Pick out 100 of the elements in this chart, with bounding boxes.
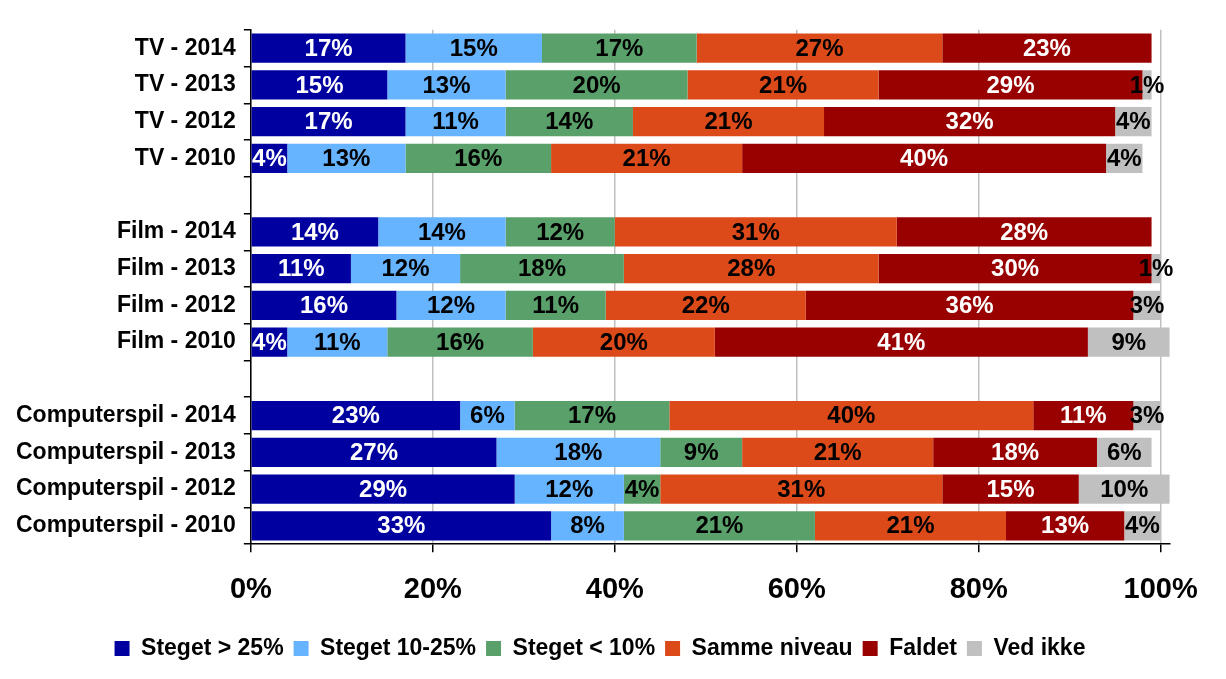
bar bbox=[251, 33, 406, 63]
bar bbox=[378, 217, 506, 247]
bar bbox=[251, 437, 497, 468]
bar bbox=[387, 327, 533, 357]
data-label: 32% bbox=[945, 107, 994, 135]
legend-label: Samme niveau bbox=[691, 633, 853, 660]
data-label: 12% bbox=[536, 217, 585, 245]
bar bbox=[742, 437, 934, 468]
y-tick-label: TV - 2013 bbox=[134, 70, 236, 97]
bar bbox=[623, 511, 815, 541]
data-label: 40% bbox=[900, 144, 949, 172]
data-label: 4% bbox=[252, 327, 287, 355]
y-tick-label: Computerspil - 2010 bbox=[15, 511, 236, 538]
bar bbox=[824, 106, 1116, 137]
data-label: 12% bbox=[545, 474, 594, 502]
bar bbox=[714, 327, 1088, 357]
bar bbox=[251, 474, 515, 504]
data-label: 11% bbox=[532, 291, 579, 318]
y-tick-label: Computerspil - 2013 bbox=[15, 437, 236, 464]
y-tick-label: Computerspil - 2014 bbox=[15, 400, 237, 427]
bar bbox=[660, 474, 943, 504]
data-label: 18% bbox=[991, 437, 1040, 465]
data-label: 12% bbox=[426, 291, 476, 318]
bar bbox=[605, 290, 806, 321]
data-label: 21% bbox=[704, 107, 753, 135]
data-label: 11% bbox=[277, 254, 325, 282]
bar bbox=[814, 511, 1006, 541]
x-tick-label: 0% bbox=[229, 571, 272, 604]
bar bbox=[696, 33, 943, 63]
y-tick-label: Film - 2012 bbox=[116, 290, 236, 317]
data-label: 15% bbox=[295, 70, 344, 98]
data-label: 9% bbox=[683, 437, 719, 465]
data-label: 9% bbox=[1111, 327, 1147, 355]
data-label: 4% bbox=[1125, 511, 1160, 539]
data-label: 27% bbox=[350, 437, 399, 465]
y-tick-label: TV - 2014 bbox=[134, 33, 237, 60]
data-label: 11% bbox=[313, 327, 361, 355]
bar bbox=[251, 70, 388, 100]
legend-label: Faldet bbox=[889, 633, 958, 660]
data-label: 14% bbox=[417, 217, 466, 245]
data-label: 13% bbox=[422, 70, 471, 98]
bar bbox=[742, 143, 1107, 174]
bar bbox=[251, 511, 552, 541]
data-label: 17% bbox=[304, 107, 353, 135]
data-label: 13% bbox=[322, 144, 371, 172]
data-label: 33% bbox=[377, 511, 426, 539]
y-tick-label: Computerspil - 2012 bbox=[15, 474, 236, 501]
bar bbox=[614, 217, 897, 247]
data-label: 31% bbox=[731, 217, 780, 245]
data-label: 8% bbox=[570, 511, 605, 539]
bar bbox=[541, 33, 697, 63]
data-label: 29% bbox=[359, 474, 408, 502]
bar bbox=[942, 33, 1152, 63]
data-label: 17% bbox=[568, 401, 617, 429]
x-tick-label: 40% bbox=[585, 571, 644, 604]
data-label: 14% bbox=[290, 217, 339, 245]
data-label: 21% bbox=[886, 511, 935, 539]
data-label: 16% bbox=[299, 291, 349, 318]
data-label: 15% bbox=[449, 33, 498, 61]
data-label: 40% bbox=[827, 401, 876, 429]
data-label: 4% bbox=[1106, 144, 1142, 172]
bar bbox=[632, 106, 825, 137]
data-label: 41% bbox=[877, 327, 926, 355]
y-tick-label: TV - 2012 bbox=[134, 107, 236, 133]
data-label: 30% bbox=[991, 254, 1040, 282]
data-label: 23% bbox=[1022, 33, 1071, 61]
bar bbox=[551, 143, 743, 174]
data-label: 11% bbox=[1059, 401, 1107, 429]
data-label: 4% bbox=[1116, 107, 1151, 135]
data-label: 6% bbox=[470, 401, 505, 429]
data-label: 18% bbox=[517, 254, 566, 282]
bar bbox=[532, 327, 715, 357]
data-label: 11% bbox=[432, 107, 479, 135]
data-label: 16% bbox=[436, 327, 485, 355]
bar bbox=[405, 33, 542, 63]
data-label: 29% bbox=[986, 70, 1035, 98]
data-label: 15% bbox=[986, 474, 1035, 502]
data-label: 4% bbox=[624, 474, 660, 502]
y-tick-label: Film - 2013 bbox=[116, 253, 236, 280]
x-tick-label: 60% bbox=[767, 571, 826, 604]
data-label: 21% bbox=[622, 144, 671, 172]
bar bbox=[505, 70, 688, 100]
data-label: 13% bbox=[1041, 511, 1090, 539]
bar bbox=[623, 253, 879, 284]
data-label: 28% bbox=[1000, 217, 1049, 245]
data-label: 27% bbox=[795, 33, 844, 61]
data-label: 20% bbox=[599, 327, 648, 355]
data-label: 28% bbox=[727, 254, 776, 282]
y-tick-label: Film - 2014 bbox=[116, 217, 237, 244]
data-label: 10% bbox=[1100, 474, 1149, 502]
data-label: 23% bbox=[331, 401, 380, 429]
legend-label: Ved ikke bbox=[993, 633, 1086, 660]
y-tick-label: TV - 2010 bbox=[134, 143, 236, 170]
data-label: 17% bbox=[304, 33, 353, 61]
data-label: 6% bbox=[1106, 437, 1142, 465]
y-tick-label: Film - 2010 bbox=[116, 327, 236, 354]
data-label: 21% bbox=[813, 437, 862, 465]
data-label: 21% bbox=[759, 70, 808, 98]
data-label: 31% bbox=[777, 474, 826, 502]
data-label: 18% bbox=[554, 437, 603, 465]
